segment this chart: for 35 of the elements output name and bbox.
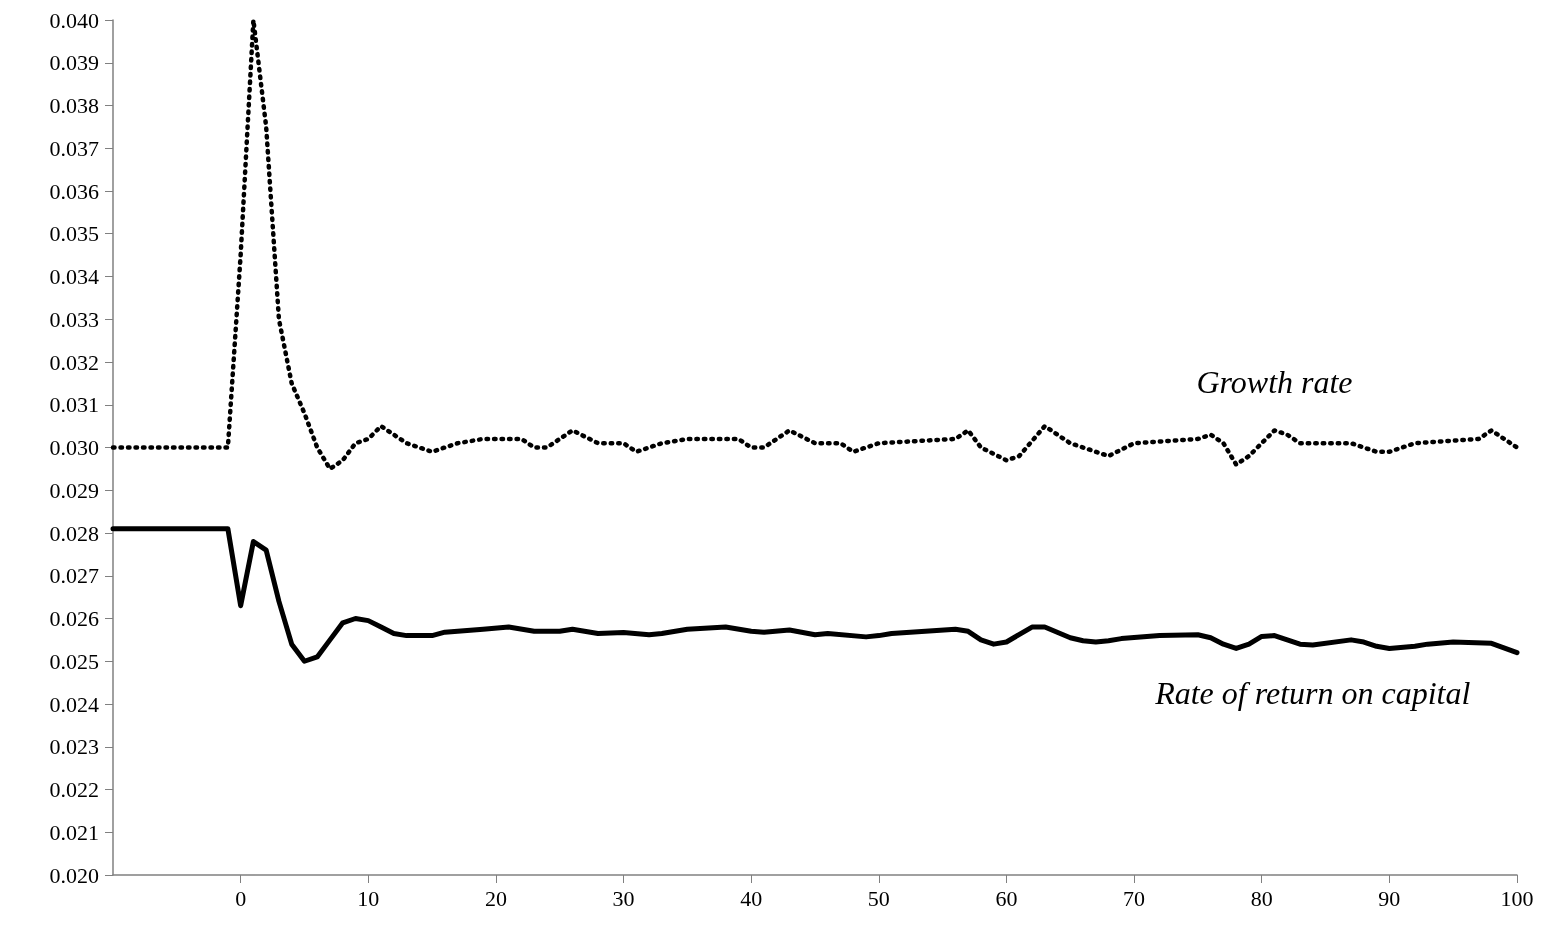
y-tick-label: 0.026 [49, 606, 99, 631]
y-tick-label: 0.025 [49, 648, 99, 674]
x-tick-label: 60 [995, 885, 1018, 911]
y-tick-label: 0.032 [49, 349, 99, 375]
y-tick-label: 0.031 [49, 392, 99, 418]
series-label: Growth rate [1196, 364, 1353, 401]
y-tick-label: 0.029 [49, 477, 99, 503]
x-tick-label: 50 [867, 885, 890, 911]
y-tick-label: 0.021 [49, 819, 99, 845]
y-tick-label: 0.038 [49, 93, 99, 118]
y-tick-label: 0.037 [49, 135, 99, 161]
line-series [110, 17, 1520, 472]
y-tick-label: 0.030 [49, 435, 99, 460]
x-tick-label: 40 [740, 885, 763, 911]
x-tick-label: 20 [484, 885, 507, 911]
x-tick-label: 90 [1378, 885, 1401, 911]
y-tick-label: 0.022 [49, 777, 99, 802]
y-tick-label: 0.036 [49, 178, 99, 204]
y-tick-label: 0.034 [49, 264, 99, 289]
y-tick-label: 0.035 [49, 221, 99, 247]
y-tick-label: 0.027 [49, 563, 99, 589]
x-tick-label: 70 [1123, 885, 1146, 911]
y-tick-label: 0.028 [49, 520, 99, 546]
y-tick-label: 0.023 [49, 734, 99, 760]
x-tick-label: 10 [357, 885, 380, 911]
x-tick-label: 30 [612, 885, 635, 911]
y-tick-label: 0.040 [49, 7, 99, 33]
x-tick-label: 80 [1250, 885, 1273, 911]
series-label: Rate of return on capital [1154, 675, 1471, 712]
y-tick-label: 0.039 [49, 50, 99, 76]
y-tick-label: 0.033 [49, 306, 99, 332]
y-tick-label: 0.024 [49, 691, 99, 717]
y-tick-label: 0.020 [49, 862, 99, 888]
x-tick-label: 100 [1500, 885, 1534, 911]
x-tick-label: 0 [235, 885, 247, 911]
